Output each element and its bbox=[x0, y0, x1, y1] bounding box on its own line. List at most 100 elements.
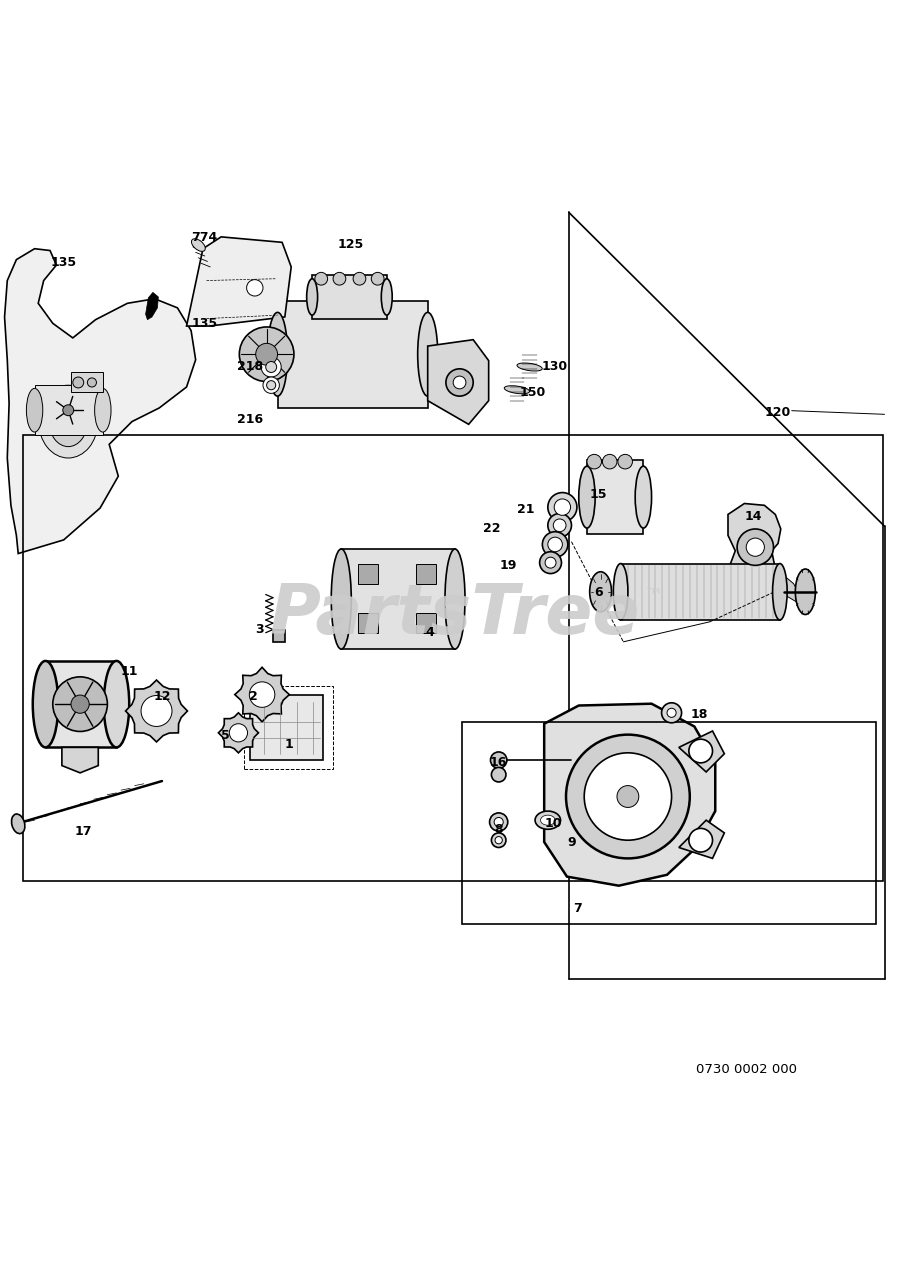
Text: 7: 7 bbox=[573, 902, 582, 915]
Text: 120: 120 bbox=[765, 406, 791, 419]
Circle shape bbox=[667, 708, 676, 717]
Circle shape bbox=[554, 499, 571, 516]
Circle shape bbox=[247, 279, 263, 296]
Circle shape bbox=[542, 531, 568, 557]
Polygon shape bbox=[779, 575, 801, 602]
Circle shape bbox=[229, 723, 248, 742]
Ellipse shape bbox=[26, 388, 43, 433]
Text: 22: 22 bbox=[482, 522, 500, 535]
Circle shape bbox=[71, 695, 89, 713]
Polygon shape bbox=[187, 237, 291, 326]
Ellipse shape bbox=[104, 660, 129, 748]
Ellipse shape bbox=[381, 279, 392, 315]
Circle shape bbox=[315, 273, 328, 285]
Bar bbox=[71, 371, 103, 392]
Text: 130: 130 bbox=[542, 361, 568, 374]
Text: 4: 4 bbox=[425, 626, 434, 639]
Ellipse shape bbox=[268, 312, 288, 396]
Circle shape bbox=[662, 703, 682, 723]
Text: 774: 774 bbox=[192, 232, 217, 244]
Text: PartsTree: PartsTree bbox=[269, 581, 641, 648]
Polygon shape bbox=[428, 339, 489, 425]
Polygon shape bbox=[679, 731, 724, 772]
Text: 16: 16 bbox=[490, 756, 508, 769]
Ellipse shape bbox=[635, 466, 652, 529]
Ellipse shape bbox=[307, 279, 318, 315]
Circle shape bbox=[602, 454, 617, 468]
Ellipse shape bbox=[541, 815, 555, 826]
Bar bbox=[23, 435, 883, 881]
Polygon shape bbox=[62, 748, 98, 773]
Text: 6: 6 bbox=[594, 586, 603, 599]
Text: 8: 8 bbox=[494, 823, 503, 836]
Circle shape bbox=[587, 454, 602, 468]
Text: 1: 1 bbox=[285, 739, 294, 751]
Circle shape bbox=[553, 518, 566, 531]
Circle shape bbox=[548, 538, 562, 552]
Bar bbox=[462, 722, 876, 924]
Circle shape bbox=[63, 404, 74, 416]
Circle shape bbox=[495, 837, 502, 844]
Ellipse shape bbox=[12, 814, 25, 833]
Circle shape bbox=[87, 378, 96, 387]
Text: 3: 3 bbox=[255, 622, 264, 636]
Circle shape bbox=[566, 735, 690, 859]
Text: 150: 150 bbox=[520, 387, 545, 399]
Circle shape bbox=[371, 273, 384, 285]
Text: 19: 19 bbox=[499, 559, 517, 572]
Text: 14: 14 bbox=[744, 509, 763, 522]
Circle shape bbox=[545, 557, 556, 568]
Polygon shape bbox=[218, 713, 258, 753]
Polygon shape bbox=[728, 503, 781, 593]
Ellipse shape bbox=[95, 388, 111, 433]
Ellipse shape bbox=[795, 570, 815, 614]
Circle shape bbox=[453, 376, 466, 389]
Text: 18: 18 bbox=[690, 708, 708, 721]
Ellipse shape bbox=[535, 812, 561, 829]
Polygon shape bbox=[679, 820, 724, 859]
Text: 216: 216 bbox=[238, 413, 263, 426]
Circle shape bbox=[689, 739, 713, 763]
Circle shape bbox=[491, 768, 506, 782]
Bar bbox=[621, 563, 780, 620]
Circle shape bbox=[548, 513, 571, 538]
Text: 10: 10 bbox=[544, 818, 562, 831]
Text: 9: 9 bbox=[567, 836, 576, 849]
Text: 17: 17 bbox=[75, 824, 93, 837]
Circle shape bbox=[617, 786, 639, 808]
Circle shape bbox=[746, 538, 764, 557]
Circle shape bbox=[584, 753, 672, 840]
Circle shape bbox=[689, 828, 713, 852]
Circle shape bbox=[353, 273, 366, 285]
Bar bbox=[358, 563, 378, 584]
Text: 5: 5 bbox=[221, 730, 230, 742]
Circle shape bbox=[540, 552, 561, 573]
Circle shape bbox=[333, 273, 346, 285]
Circle shape bbox=[266, 361, 277, 372]
Ellipse shape bbox=[445, 549, 465, 649]
Bar bbox=[278, 301, 428, 408]
Ellipse shape bbox=[579, 466, 595, 529]
Bar bbox=[46, 660, 116, 748]
Circle shape bbox=[490, 813, 508, 831]
Bar bbox=[273, 630, 285, 641]
Polygon shape bbox=[544, 704, 715, 886]
Bar bbox=[35, 385, 103, 435]
Text: 0730 0002 000: 0730 0002 000 bbox=[696, 1062, 796, 1076]
Bar bbox=[312, 275, 387, 319]
Circle shape bbox=[141, 695, 172, 727]
Circle shape bbox=[548, 493, 577, 522]
Ellipse shape bbox=[613, 563, 628, 620]
Circle shape bbox=[446, 369, 473, 396]
Ellipse shape bbox=[33, 660, 58, 748]
Circle shape bbox=[267, 380, 276, 389]
Ellipse shape bbox=[504, 385, 530, 394]
Circle shape bbox=[239, 326, 294, 381]
Text: 11: 11 bbox=[120, 666, 138, 678]
Text: 218: 218 bbox=[238, 361, 263, 374]
Circle shape bbox=[263, 378, 279, 393]
Text: 125: 125 bbox=[338, 238, 363, 251]
Circle shape bbox=[261, 357, 281, 378]
Polygon shape bbox=[126, 680, 187, 742]
Polygon shape bbox=[146, 292, 158, 320]
